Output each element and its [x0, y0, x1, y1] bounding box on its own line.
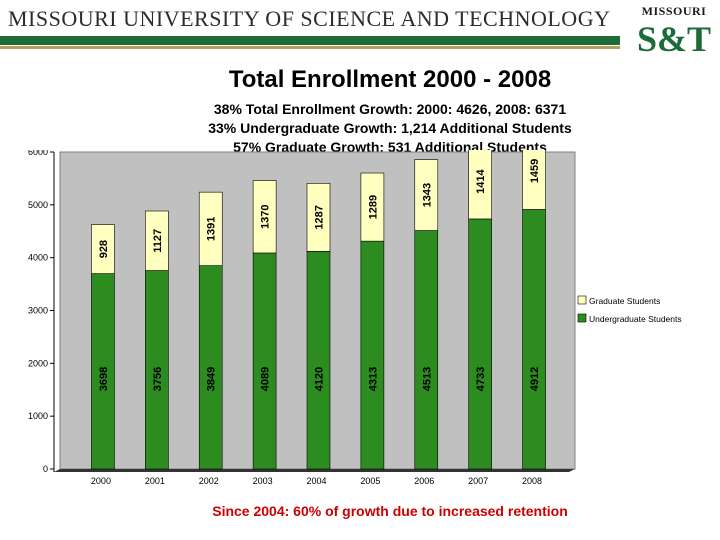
x-tick-label: 2003	[253, 476, 273, 486]
header-rule-gold	[0, 46, 620, 49]
y-tick-label: 3000	[28, 306, 48, 316]
legend-swatch-graduate	[577, 295, 587, 305]
data-label-undergraduate: 4313	[367, 367, 379, 391]
legend-swatch-undergraduate	[577, 313, 587, 323]
slide-footnote: Since 2004: 60% of growth due to increas…	[212, 503, 568, 519]
y-tick-label: 5000	[28, 200, 48, 210]
x-tick-label: 2004	[306, 476, 326, 486]
data-label-graduate: 1127	[152, 229, 164, 253]
x-tick-label: 2008	[522, 476, 542, 486]
plot-floor	[54, 469, 575, 472]
data-label-graduate: 1459	[529, 159, 541, 183]
data-label-undergraduate: 4513	[421, 367, 433, 391]
subtitle-line-2: 33% Undergraduate Growth: 1,214 Addition…	[208, 120, 572, 136]
bar-graduate	[360, 172, 385, 242]
bar-undergraduate	[360, 240, 385, 470]
logo-top-text: MISSOURI	[641, 4, 707, 18]
x-tick-label: 2000	[91, 476, 111, 486]
bar-graduate	[91, 224, 115, 274]
data-label-undergraduate: 3849	[206, 367, 218, 391]
data-label-undergraduate: 4912	[529, 367, 541, 391]
bar-graduate	[145, 210, 169, 271]
data-label-graduate: 1370	[260, 205, 272, 229]
data-label-graduate: 1343	[421, 183, 433, 207]
slide-subtitles: 38% Total Enrollment Growth: 2000: 4626,…	[130, 100, 650, 157]
data-label-undergraduate: 4120	[314, 367, 326, 391]
bar-undergraduate	[252, 252, 277, 470]
data-label-graduate: 1414	[475, 168, 487, 193]
data-label-graduate: 1287	[314, 205, 326, 229]
data-label-undergraduate: 3756	[152, 367, 164, 391]
bar-graduate	[306, 183, 331, 252]
university-name: MISSOURI UNIVERSITY OF SCIENCE AND TECHN…	[8, 6, 611, 31]
missouri-st-logo-icon: MISSOURI S&T	[632, 4, 716, 66]
data-label-graduate: 1289	[367, 195, 379, 219]
data-label-graduate: 1391	[206, 217, 218, 241]
bar-undergraduate	[468, 218, 492, 470]
x-tick-label: 2001	[145, 476, 165, 486]
x-tick-label: 2007	[468, 476, 488, 486]
y-tick-label: 4000	[28, 253, 48, 263]
y-tick-label: 1000	[28, 411, 48, 421]
y-tick-label: 6000	[28, 150, 48, 157]
slide-title: Total Enrollment 2000 - 2008	[228, 66, 552, 93]
data-label-undergraduate: 4733	[475, 367, 487, 391]
data-label-undergraduate: 4089	[260, 367, 272, 391]
legend-label-undergraduate: Undergraduate Students	[589, 314, 682, 324]
bar-graduate	[522, 150, 546, 210]
bar-graduate	[252, 180, 277, 254]
x-tick-label: 2005	[360, 476, 380, 486]
bar-graduate	[198, 191, 223, 266]
y-tick-label: 0	[43, 464, 48, 474]
x-tick-label: 2002	[199, 476, 219, 486]
bar-undergraduate	[522, 209, 546, 470]
bar-undergraduate	[306, 251, 331, 470]
enrollment-chart: 0 1000 2000 3000 4000 5000 6000 3698 928 2000 3756…	[28, 150, 682, 486]
bar-undergraduate	[414, 230, 439, 470]
header-rule-green	[0, 36, 620, 45]
y-tick-label: 2000	[28, 358, 48, 368]
logo-main-text: S&T	[636, 19, 712, 59]
subtitle-line-1: 38% Total Enrollment Growth: 2000: 4626,…	[213, 101, 567, 117]
data-label-undergraduate: 3698	[98, 367, 110, 391]
x-tick-label: 2006	[414, 476, 434, 486]
slide-header: MISSOURI UNIVERSITY OF SCIENCE AND TECHN…	[0, 0, 720, 60]
data-label-graduate: 928	[98, 240, 110, 258]
legend-label-graduate: Graduate Students	[589, 296, 660, 306]
bar-graduate	[468, 150, 492, 220]
bar-graduate	[414, 159, 439, 231]
